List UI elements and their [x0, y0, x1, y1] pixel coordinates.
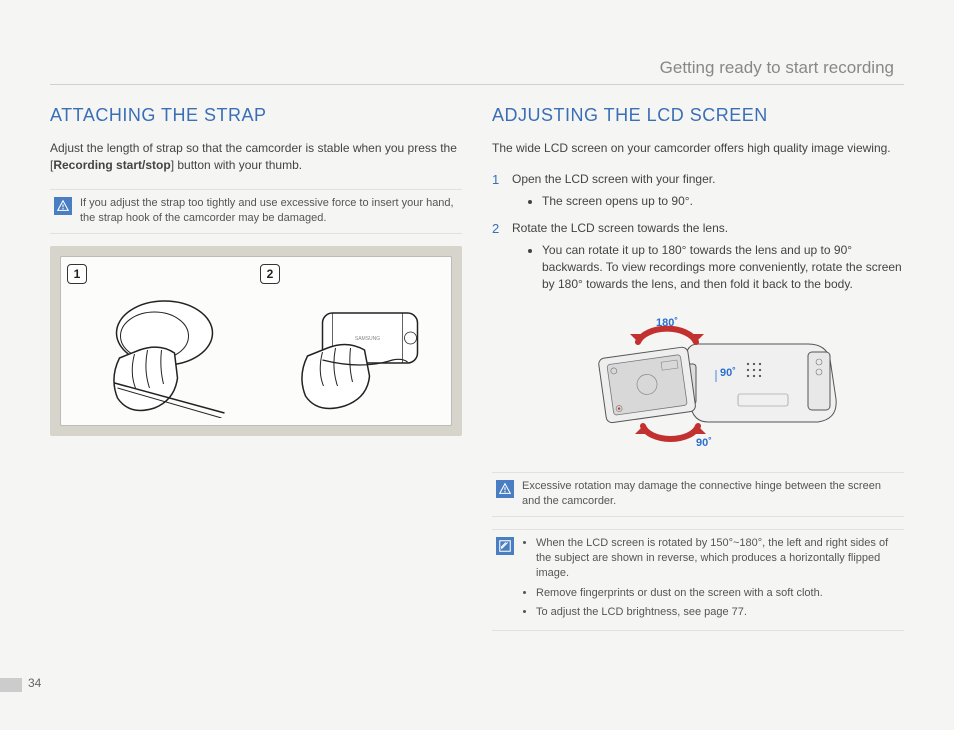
lcd-warning-box: Excessive rotation may damage the connec…	[492, 472, 904, 517]
content-columns: ATTACHING THE STRAP Adjust the length of…	[50, 105, 904, 643]
step-1-text: Open the LCD screen with your finger.	[512, 172, 715, 186]
lcd-warning-text: Excessive rotation may damage the connec…	[522, 479, 900, 510]
step-1-sub-0: The screen opens up to 90°.	[542, 193, 904, 210]
hand-svg-2: SAMSUNG	[260, 288, 445, 418]
lcd-notes-box: When the LCD screen is rotated by 150°~1…	[492, 529, 904, 632]
left-column: ATTACHING THE STRAP Adjust the length of…	[50, 105, 462, 643]
left-intro: Adjust the length of strap so that the c…	[50, 140, 462, 175]
warning-icon	[54, 197, 72, 215]
lcd-steps: Open the LCD screen with your finger. Th…	[492, 171, 904, 293]
page-header: Getting ready to start recording	[50, 58, 904, 85]
hand-figure-2: 2 SAMSUNG	[260, 264, 445, 418]
strap-warning-box: If you adjust the strap too tightly and …	[50, 189, 462, 234]
intro-post: ] button with your thumb.	[171, 158, 302, 172]
hand-svg-1	[67, 288, 252, 418]
angle-90b: 90˚	[696, 437, 712, 449]
header-title: Getting ready to start recording	[660, 58, 894, 77]
step-2: Rotate the LCD screen towards the lens. …	[492, 220, 904, 294]
strap-figure-inner: 1 2	[60, 256, 452, 426]
camcorder-svg: 180˚ 90˚ 90˚	[538, 304, 858, 454]
strap-warning-text: If you adjust the strap too tightly and …	[80, 196, 458, 227]
lcd-notes-list: When the LCD screen is rotated by 150°~1…	[522, 536, 900, 625]
hand-figure-1: 1	[67, 264, 252, 418]
step-2-sub-0: You can rotate it up to 180° towards the…	[542, 242, 904, 294]
page-number-bar	[0, 678, 22, 692]
note-1: Remove fingerprints or dust on the scree…	[536, 586, 900, 601]
step-badge-1: 1	[67, 264, 87, 284]
warning-icon	[496, 480, 514, 498]
right-intro: The wide LCD screen on your camcorder of…	[492, 140, 904, 157]
right-heading: ADJUSTING THE LCD SCREEN	[492, 105, 904, 126]
note-2: To adjust the LCD brightness, see page 7…	[536, 605, 900, 620]
page-number: 34	[28, 676, 41, 690]
step-2-text: Rotate the LCD screen towards the lens.	[512, 221, 728, 235]
strap-figure: 1 2	[50, 246, 462, 436]
note-icon	[496, 537, 514, 555]
step-badge-2: 2	[260, 264, 280, 284]
brand-text: SAMSUNG	[355, 336, 380, 342]
left-heading: ATTACHING THE STRAP	[50, 105, 462, 126]
angle-180: 180˚	[656, 317, 678, 329]
step-2-sub: You can rotate it up to 180° towards the…	[512, 242, 904, 294]
step-1-sub: The screen opens up to 90°.	[512, 193, 904, 210]
camcorder-figure: 180˚ 90˚ 90˚	[492, 304, 904, 454]
step-1: Open the LCD screen with your finger. Th…	[492, 171, 904, 210]
right-column: ADJUSTING THE LCD SCREEN The wide LCD sc…	[492, 105, 904, 643]
note-0: When the LCD screen is rotated by 150°~1…	[536, 536, 900, 582]
intro-bold: Recording start/stop	[53, 158, 170, 172]
angle-90a: 90˚	[720, 367, 736, 379]
